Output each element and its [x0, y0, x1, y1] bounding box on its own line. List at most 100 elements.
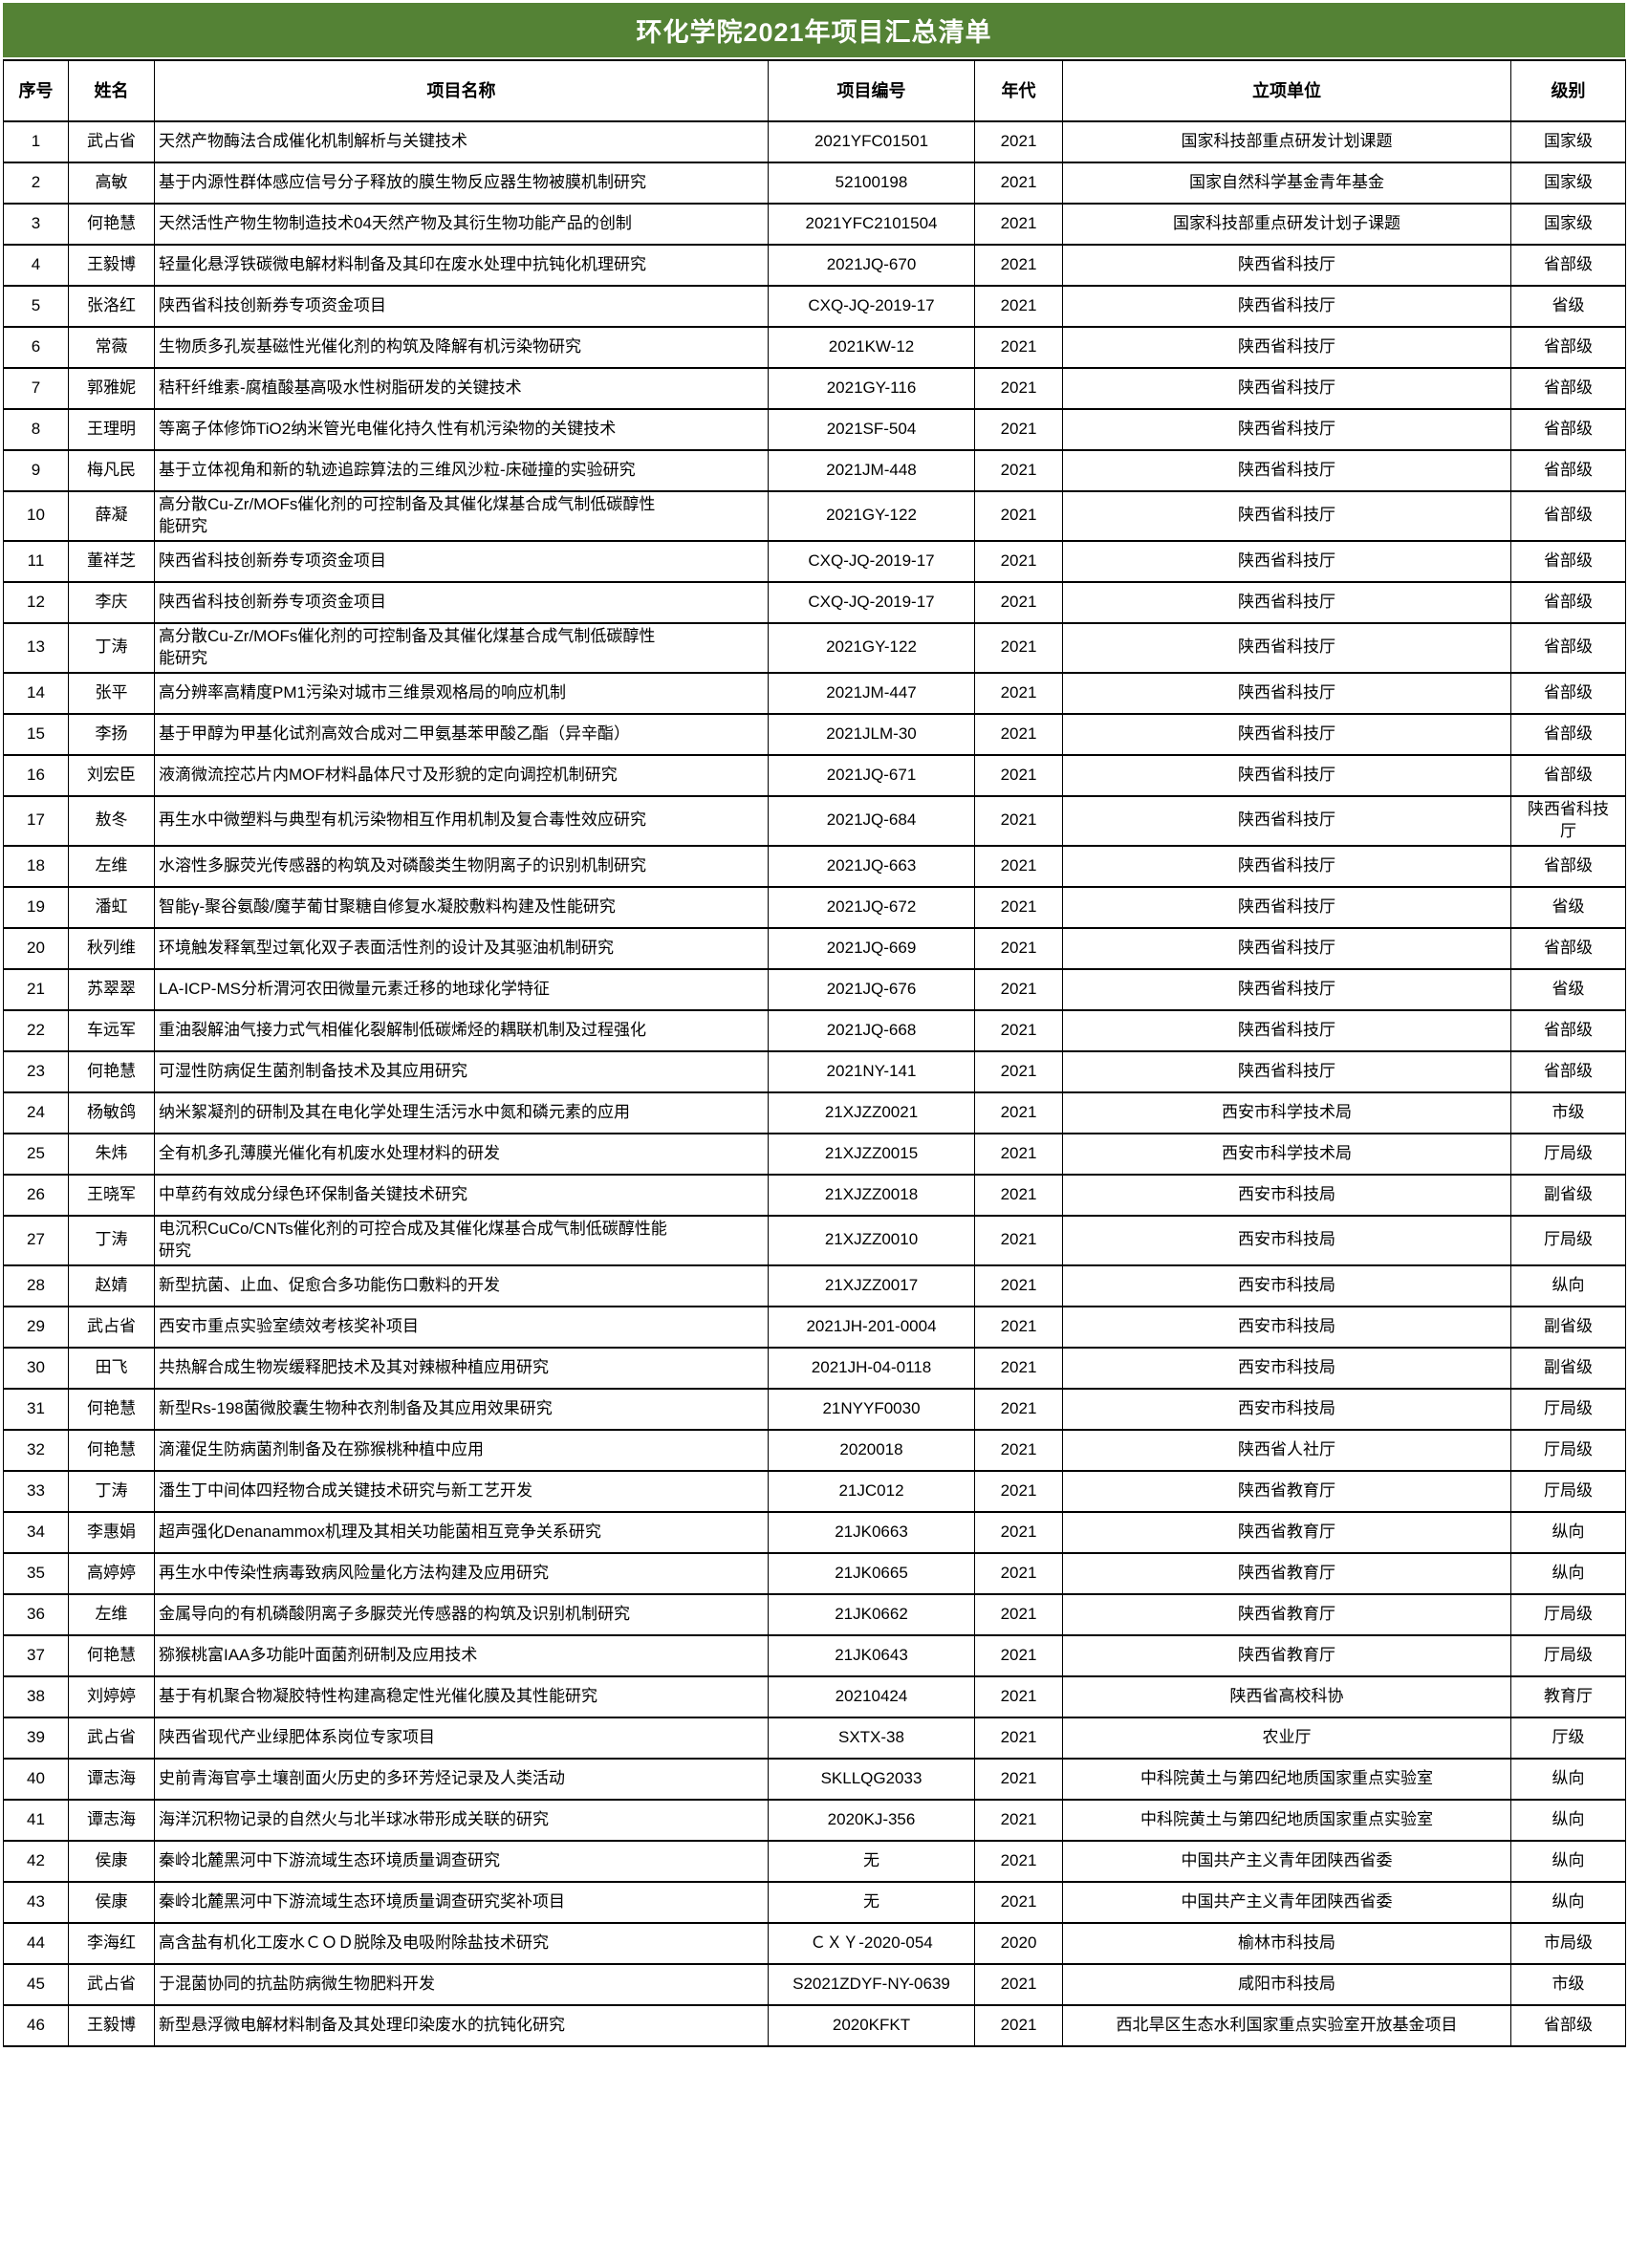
name-cell: 敖冬	[68, 794, 155, 847]
column-header-index: 序号	[3, 59, 69, 122]
name-cell: 李庆	[68, 580, 155, 624]
index-cell: 40	[3, 1757, 69, 1801]
index-cell: 11	[3, 539, 69, 583]
table-row: 11 董祥芝 陕西省科技创新券专项资金项目 CXQ-JQ-2019-17 2021 陕西省…	[3, 539, 1626, 583]
level-text: 厅级	[1552, 1727, 1585, 1746]
table-row: 44 李海红 高含盐有机化工废水ＣＯＤ脱除及电吸附除盐技术研究 ＣＸＹ-2020-05…	[3, 1921, 1626, 1965]
level-text: 教育厅	[1544, 1686, 1593, 1705]
year-cell: 2021	[974, 1214, 1063, 1266]
name-cell: 何艳慧	[68, 1387, 155, 1431]
index-cell: 30	[3, 1346, 69, 1390]
level-text: 纵向	[1552, 1891, 1585, 1911]
column-header-project-name: 项目名称	[154, 59, 769, 122]
level-cell: 省部级	[1510, 671, 1626, 715]
index-cell: 34	[3, 1510, 69, 1554]
year-cell: 2021	[974, 1264, 1063, 1307]
unit-cell: 陕西省科技厅	[1062, 885, 1511, 929]
level-text: 纵向	[1552, 1275, 1585, 1294]
project-name-text: 水溶性多脲荧光传感器的构筑及对磷酸类生物阴离子的识别机制研究	[159, 855, 646, 875]
level-text: 厅局级	[1544, 1480, 1593, 1500]
table-row: 9 梅凡民 基于立体视角和新的轨迹追踪算法的三维风沙粒-床碰撞的实验研究 2021JM…	[3, 449, 1626, 492]
index-cell: 20	[3, 926, 69, 970]
table-row: 36 左维 金属导向的有机磷酸阴离子多脲荧光传感器的构筑及识别机制研究 21JK066…	[3, 1592, 1626, 1636]
level-cell: 纵向	[1510, 1839, 1626, 1883]
index-cell: 1	[3, 120, 69, 163]
level-text: 省部级	[1544, 1061, 1593, 1080]
table-row: 7 郭雅妮 秸秆纤维素-腐植酸基高吸水性树脂研发的关键技术 2021GY-116 202…	[3, 367, 1626, 410]
unit-cell: 国家自然科学基金青年基金	[1062, 162, 1511, 205]
level-text: 厅局级	[1544, 1398, 1593, 1417]
level-cell: 省级	[1510, 285, 1626, 328]
unit-cell: 陕西省科技厅	[1062, 753, 1511, 797]
year-cell: 2021	[974, 1008, 1063, 1052]
level-text: 省部级	[1544, 592, 1593, 611]
table-row: 23 何艳慧 可湿性防病促生菌剂制备技术及其应用研究 2021NY-141 2021 陕西…	[3, 1049, 1626, 1093]
unit-cell: 陕西省科技厅	[1062, 967, 1511, 1011]
project-name-cell: 可湿性防病促生菌剂制备技术及其应用研究	[154, 1049, 769, 1093]
name-cell: 杨敏鸽	[68, 1091, 155, 1134]
project-name-cell: 水溶性多脲荧光传感器的构筑及对磷酸类生物阴离子的识别机制研究	[154, 844, 769, 888]
table-row: 43 侯康 秦岭北麓黑河中下游流域生态环境质量调查研究奖补项目 无 2021 中国共产主义…	[3, 1880, 1626, 1924]
level-text: 省级	[1552, 896, 1585, 916]
unit-cell: 陕西省科技厅	[1062, 326, 1511, 369]
table-row: 34 李惠娟 超声强化Denanammox机理及其相关功能菌相互竞争关系研究 21JK…	[3, 1510, 1626, 1554]
unit-cell: 陕西省科技厅	[1062, 794, 1511, 847]
project-number-cell: 21NYYF0030	[768, 1387, 975, 1431]
project-number-cell: 2021JQ-669	[768, 926, 975, 970]
project-name-cell: 轻量化悬浮铁碳微电解材料制备及其印在废水处理中抗钝化机理研究	[154, 244, 769, 287]
year-cell: 2021	[974, 1049, 1063, 1093]
index-cell: 37	[3, 1633, 69, 1677]
project-name-cell: 纳米絮凝剂的研制及其在电化学处理生活污水中氮和磷元素的应用	[154, 1091, 769, 1134]
project-number-cell: 21XJZZ0010	[768, 1214, 975, 1266]
project-number-cell: 2020KFKT	[768, 2003, 975, 2047]
project-name-text: 海洋沉积物记录的自然火与北半球冰带形成关联的研究	[159, 1809, 549, 1828]
index-cell: 21	[3, 967, 69, 1011]
name-cell: 李海红	[68, 1921, 155, 1965]
project-name-text: 新型Rs-198菌微胶囊生物种衣剂制备及其应用效果研究	[159, 1398, 553, 1417]
name-cell: 王毅博	[68, 244, 155, 287]
column-header-name: 姓名	[68, 59, 155, 122]
project-name-text: 金属导向的有机磷酸阴离子多脲荧光传感器的构筑及识别机制研究	[159, 1604, 630, 1623]
level-cell: 纵向	[1510, 1757, 1626, 1801]
level-cell: 省部级	[1510, 367, 1626, 410]
project-name-text: 新型抗菌、止血、促愈合多功能伤口敷料的开发	[159, 1275, 500, 1294]
unit-cell: 陕西省科技厅	[1062, 844, 1511, 888]
level-text: 省部级	[1544, 2015, 1593, 2034]
year-cell: 2021	[974, 1716, 1063, 1760]
level-text: 省级	[1552, 979, 1585, 998]
project-number-cell: 21JK0643	[768, 1633, 975, 1677]
project-number-cell: 21JC012	[768, 1469, 975, 1513]
level-cell: 省级	[1510, 967, 1626, 1011]
project-name-text: 秦岭北麓黑河中下游流域生态环境质量调查研究	[159, 1850, 500, 1869]
project-name-cell: 共热解合成生物炭缓释肥技术及其对辣椒种植应用研究	[154, 1346, 769, 1390]
year-cell: 2021	[974, 1305, 1063, 1349]
name-cell: 常薇	[68, 326, 155, 369]
unit-cell: 西安市科技局	[1062, 1387, 1511, 1431]
level-cell: 省部级	[1510, 408, 1626, 451]
index-cell: 18	[3, 844, 69, 888]
project-number-cell: 21XJZZ0017	[768, 1264, 975, 1307]
project-name-text: 基于内源性群体感应信号分子释放的膜生物反应器生物被膜机制研究	[159, 173, 646, 192]
unit-cell: 西安市科学技术局	[1062, 1132, 1511, 1176]
level-cell: 市局级	[1510, 1921, 1626, 1965]
table-row: 29 武占省 西安市重点实验室绩效考核奖补项目 2021JH-201-0004 2021…	[3, 1305, 1626, 1349]
project-number-cell: S2021ZDYF-NY-0639	[768, 1962, 975, 2006]
name-cell: 王晓军	[68, 1173, 155, 1217]
project-number-cell: 2021JH-201-0004	[768, 1305, 975, 1349]
index-cell: 12	[3, 580, 69, 624]
project-name-cell: 史前青海官亭土壤剖面火历史的多环芳烃记录及人类活动	[154, 1757, 769, 1801]
year-cell: 2021	[974, 712, 1063, 756]
table-row: 16 刘宏臣 液滴微流控芯片内MOF材料晶体尺寸及形貌的定向调控机制研究 2021JQ…	[3, 753, 1626, 797]
index-cell: 27	[3, 1214, 69, 1266]
project-number-cell: 2021JQ-676	[768, 967, 975, 1011]
level-cell: 省部级	[1510, 926, 1626, 970]
project-number-cell: 21JK0663	[768, 1510, 975, 1554]
index-cell: 25	[3, 1132, 69, 1176]
project-name-text: 基于立体视角和新的轨迹追踪算法的三维风沙粒-床碰撞的实验研究	[159, 461, 636, 480]
project-name-cell: 中草药有效成分绿色环保制备关键技术研究	[154, 1173, 769, 1217]
unit-cell: 西安市科技局	[1062, 1305, 1511, 1349]
table-row: 30 田飞 共热解合成生物炭缓释肥技术及其对辣椒种植应用研究 2021JH-04-01…	[3, 1346, 1626, 1390]
level-cell: 省部级	[1510, 580, 1626, 624]
name-cell: 武占省	[68, 1305, 155, 1349]
level-cell: 厅局级	[1510, 1428, 1626, 1472]
